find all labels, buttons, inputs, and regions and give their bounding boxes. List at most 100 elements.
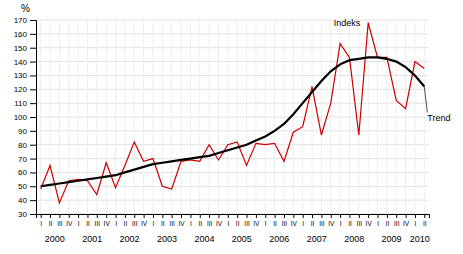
tick-mark	[228, 214, 229, 218]
tick-mark	[30, 186, 36, 187]
tick: IV	[216, 214, 223, 227]
tick: 170	[14, 16, 36, 25]
grid-line	[36, 61, 429, 62]
tick-label: III	[282, 220, 288, 227]
tick: 50	[18, 182, 36, 191]
tick-label: II	[348, 220, 352, 227]
tick-label: IV	[291, 220, 298, 227]
tick-mark	[190, 214, 191, 218]
tick: 130	[14, 71, 36, 80]
grid-line	[36, 186, 429, 187]
tick: 140	[14, 58, 36, 67]
year-label: 2000	[45, 234, 65, 244]
tick-mark	[340, 214, 341, 218]
year-label: 2007	[307, 234, 327, 244]
tick-label: IV	[178, 220, 185, 227]
tick-label: III	[207, 220, 213, 227]
tick: 30	[18, 210, 36, 219]
tick: I	[115, 214, 117, 227]
tick-label: I	[377, 220, 379, 227]
tick: 100	[14, 113, 36, 122]
tick: 60	[18, 168, 36, 177]
axis-line	[37, 215, 430, 219]
tick-mark	[331, 214, 332, 218]
tick-label: III	[319, 220, 325, 227]
tick-label: II	[273, 220, 277, 227]
grid-line	[302, 20, 303, 214]
tick: IV	[328, 214, 335, 227]
tick: IV	[104, 214, 111, 227]
tick-mark	[30, 145, 36, 146]
tick-mark	[424, 214, 425, 218]
grid-line	[115, 20, 116, 214]
grid-line	[36, 172, 429, 173]
tick-mark	[69, 214, 70, 218]
grid-line	[312, 20, 313, 214]
grid-line	[36, 20, 429, 21]
tick: III	[57, 214, 63, 227]
grid-line	[68, 20, 69, 214]
grid-line	[59, 20, 60, 214]
tick-label: 60	[18, 168, 27, 177]
tick-mark	[125, 214, 126, 218]
tick: IV	[366, 214, 373, 227]
grid-line	[246, 20, 247, 214]
grid-line	[143, 20, 144, 214]
tick-label: 40	[18, 196, 27, 205]
tick-mark	[218, 214, 219, 218]
year-label: 2004	[194, 234, 214, 244]
x-axis: IIIIIIIVIIIIIIIVIIIIIIIVIIIIIIIVIIIIIIIV…	[37, 214, 430, 227]
tick: I	[78, 214, 80, 227]
tick-mark	[30, 172, 36, 173]
tick-mark	[59, 214, 60, 218]
tick: IV	[253, 214, 260, 227]
tick: I	[227, 214, 229, 227]
year-label: 2005	[232, 234, 252, 244]
year-labels: 2000200120022003200420052006200720082009…	[45, 234, 430, 244]
tick: III	[169, 214, 175, 227]
tick-label: III	[169, 220, 175, 227]
tick-label: II	[161, 220, 165, 227]
grid-line	[181, 20, 182, 214]
tick: II	[198, 214, 202, 227]
tick: IV	[66, 214, 73, 227]
tick-mark	[275, 214, 276, 218]
tick-mark	[200, 214, 201, 218]
tick-mark	[284, 214, 285, 218]
series-label: Indeks	[334, 18, 361, 28]
tick: I	[377, 214, 379, 227]
tick-label: IV	[216, 220, 223, 227]
grid-line	[283, 20, 284, 214]
tick-mark	[116, 214, 117, 218]
tick-mark	[237, 214, 238, 218]
tick-label: III	[357, 220, 363, 227]
tick-label: 90	[18, 127, 27, 136]
tick-mark	[321, 214, 322, 218]
tick: II	[348, 214, 352, 227]
tick-mark	[30, 117, 36, 118]
grid-line	[124, 20, 125, 214]
tick-mark	[209, 214, 210, 218]
tick: I	[415, 214, 417, 227]
tick-mark	[256, 214, 257, 218]
tick-mark	[162, 214, 163, 218]
grid-line	[386, 20, 387, 214]
grid-line	[106, 20, 107, 214]
tick-label: 50	[18, 182, 27, 191]
tick-label: I	[115, 220, 117, 227]
tick: III	[207, 214, 213, 227]
tick: II	[236, 214, 240, 227]
tick-label: IV	[253, 220, 260, 227]
tick: III	[95, 214, 101, 227]
grid-line	[36, 158, 429, 159]
tick-label: III	[244, 220, 250, 227]
tick-mark	[303, 214, 304, 218]
tick-mark	[387, 214, 388, 218]
grid-line	[36, 47, 429, 48]
tick-label: 140	[14, 58, 28, 67]
tick: II	[423, 214, 427, 227]
tick-label: II	[236, 220, 240, 227]
series-line	[41, 23, 425, 203]
tick: III	[394, 214, 400, 227]
tick-mark	[30, 34, 36, 35]
